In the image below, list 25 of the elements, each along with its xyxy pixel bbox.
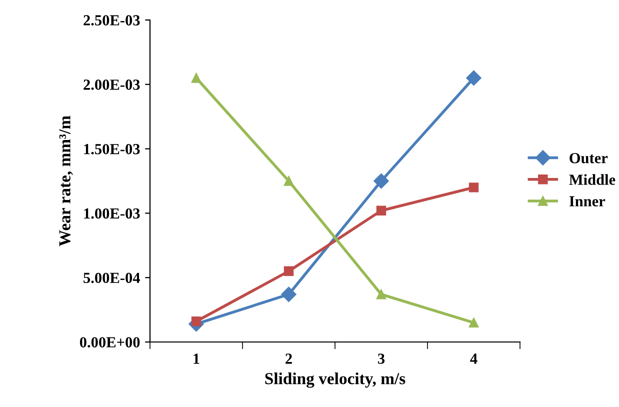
x-tick-label: 2 — [286, 354, 292, 364]
y-tick-label: 1.00E-03 — [84, 208, 140, 219]
y-tick-label: 1.50E-03 — [84, 144, 140, 154]
x-tick-label: 1 — [194, 354, 200, 364]
x-tick-label: 3 — [378, 354, 385, 364]
point — [376, 206, 386, 216]
point — [284, 176, 294, 186]
legend-label: Inner — [569, 196, 606, 206]
x-axis-title: Sliding velocity, m/s — [265, 372, 406, 388]
point — [374, 173, 389, 189]
legend-label: Middle — [569, 174, 616, 185]
point — [281, 286, 296, 302]
point — [468, 182, 479, 192]
point — [191, 73, 202, 83]
point — [468, 318, 479, 328]
y-axis-title: Wear rate, mm³/m — [59, 116, 73, 246]
point — [376, 289, 386, 300]
y-tick-label: 5.00E-04 — [84, 272, 140, 284]
point — [284, 266, 294, 276]
y-tick-label: 0.00E+00 — [80, 337, 140, 348]
y-tick-label: 2.00E-03 — [84, 80, 140, 90]
point — [466, 70, 482, 86]
x-tick-label: 4 — [470, 354, 478, 364]
y-tick-label: 2.50E-03 — [84, 15, 140, 26]
legend-label: Outer — [570, 153, 608, 164]
